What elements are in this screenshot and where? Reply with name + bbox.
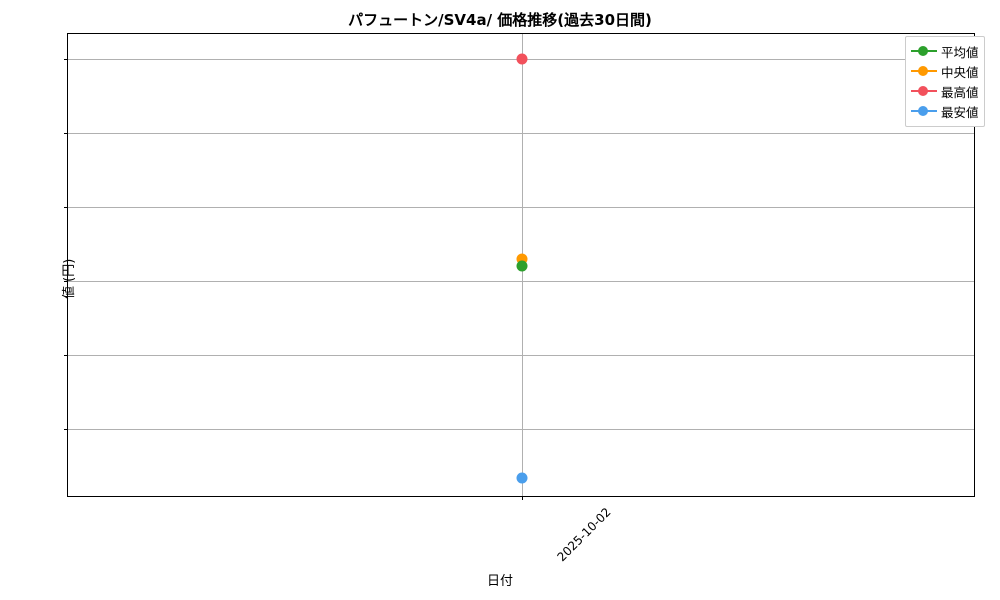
y-axis-label: 値 (円) <box>62 258 77 299</box>
data-point-中央値 <box>516 253 528 265</box>
ytick-mark-50 <box>64 429 68 430</box>
plot-area: 300 250 200 150 100 50 値 (円) <box>62 33 975 500</box>
legend-label: 最高値 <box>941 84 979 100</box>
legend-item-平均値[interactable]: 平均値 <box>911 41 979 61</box>
ytick-mark-150 <box>64 281 68 282</box>
legend-label: 平均値 <box>941 44 979 60</box>
chart-legend: 平均値 中央値 最高値 最安値 <box>905 36 985 127</box>
gridline-250 <box>68 133 974 134</box>
gridline-200 <box>68 207 974 208</box>
data-point-最高値 <box>516 53 528 65</box>
data-point-最安値 <box>516 472 528 484</box>
legend-marker-icon <box>911 85 937 97</box>
ytick-mark-300 <box>64 59 68 60</box>
xtick-mark-2025-10-02 <box>522 496 523 500</box>
xtick-label-2025-10-02: 2025-10-02 <box>554 505 614 565</box>
legend-marker-icon <box>911 45 937 57</box>
legend-item-最安値[interactable]: 最安値 <box>911 101 979 121</box>
legend-marker-icon <box>911 65 937 77</box>
legend-marker-icon <box>911 105 937 117</box>
gridline-100 <box>68 355 974 356</box>
legend-label: 中央値 <box>941 64 979 80</box>
x-axis-label: 日付 <box>486 574 513 589</box>
legend-item-中央値[interactable]: 中央値 <box>911 61 979 81</box>
data-point-平均値 <box>516 260 528 272</box>
gridline-50 <box>68 429 974 430</box>
chart-title: パフュートン/SV4a/ 価格推移(過去30日間) <box>348 11 652 29</box>
ytick-mark-250 <box>64 133 68 134</box>
ytick-mark-100 <box>64 355 68 356</box>
legend-label: 最安値 <box>941 104 979 120</box>
legend-item-最高値[interactable]: 最高値 <box>911 81 979 101</box>
gridline-150 <box>68 281 974 282</box>
ytick-mark-200 <box>64 207 68 208</box>
